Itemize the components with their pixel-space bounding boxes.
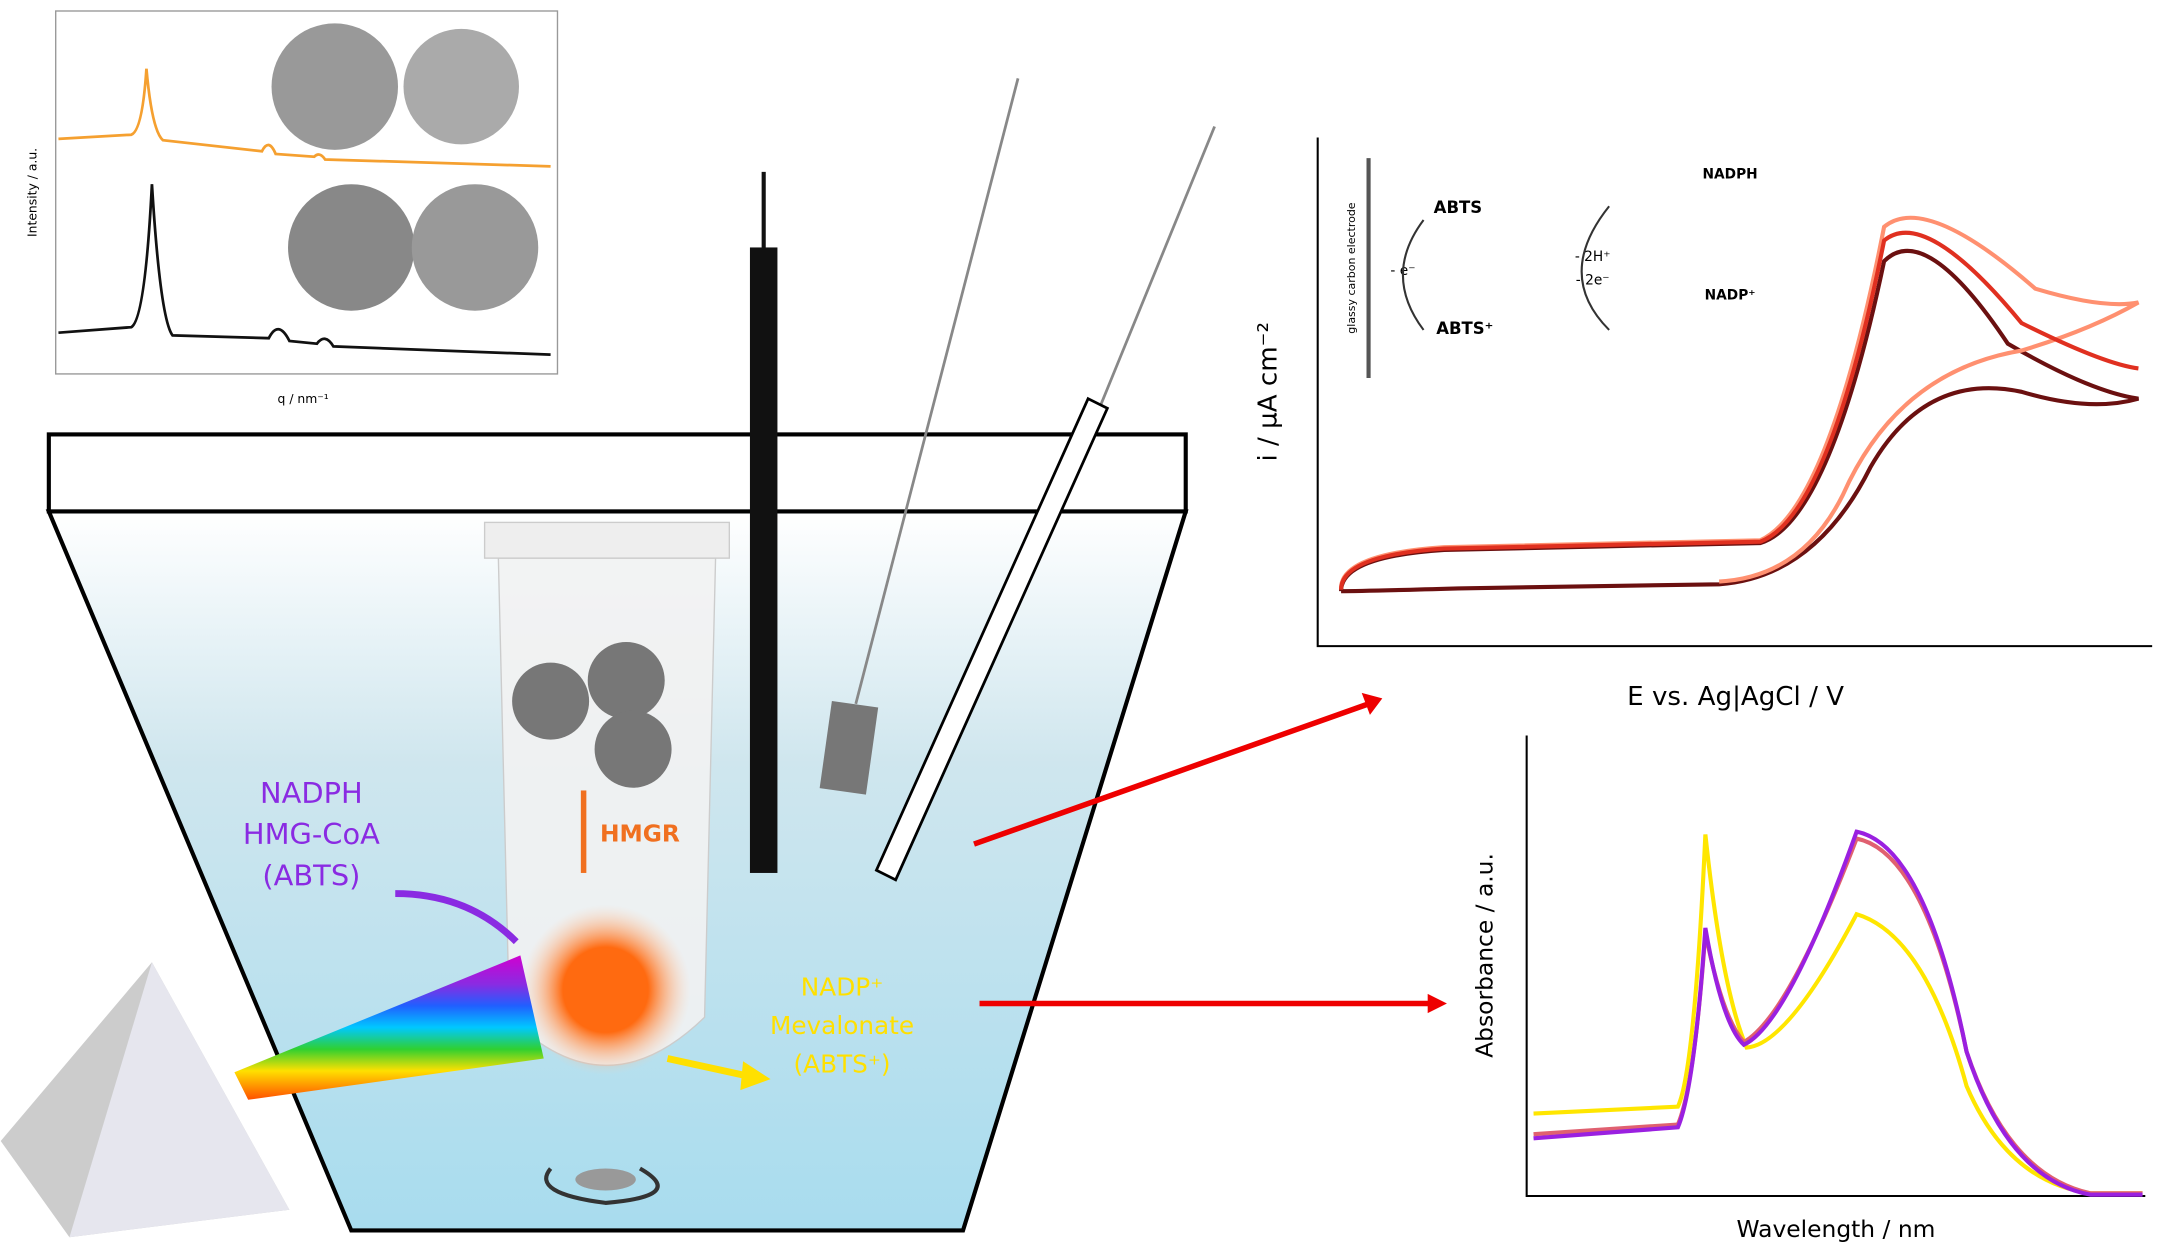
electrode-label: glassy carbon electrode <box>1345 202 1358 334</box>
uv-curve <box>1534 832 2143 1195</box>
x-axis-label: q / nm⁻¹ <box>278 392 329 406</box>
cv-panel: glassy carbon electrode ABTS ABTS⁺ - e⁻ … <box>1253 137 2152 712</box>
figure: Intensity / a.u. q / nm⁻¹ NADPH HMG-CoA … <box>0 0 2157 1251</box>
cv-curve <box>1341 218 2138 589</box>
x-axis-label: Wavelength / nm <box>1737 1215 1936 1243</box>
lid <box>49 434 1186 511</box>
saxs-panel: Intensity / a.u. q / nm⁻¹ <box>25 11 557 406</box>
arrow <box>581 790 586 872</box>
label: NADPH <box>260 776 363 810</box>
y-axis-label: Absorbance / a.u. <box>1470 853 1498 1058</box>
label: NADP⁺ <box>801 972 883 1001</box>
species: NADP⁺ <box>1705 288 1756 304</box>
particle-image <box>272 23 398 149</box>
particle-image <box>412 184 538 310</box>
y-axis-label: i / µA cm⁻² <box>1253 322 1283 461</box>
enzyme-label: HMGR <box>600 819 680 847</box>
x-axis-label: E vs. Ag|AgCl / V <box>1627 682 1844 712</box>
species: ABTS⁺ <box>1436 319 1493 338</box>
y-axis-label: Intensity / a.u. <box>25 148 39 237</box>
label: HMG-CoA <box>243 817 380 851</box>
uv-panel: Absorbance / a.u. Wavelength / nm <box>1470 735 2145 1243</box>
wire <box>1100 126 1214 405</box>
species: ABTS <box>1434 198 1482 217</box>
label: - 2H⁺ <box>1575 249 1611 265</box>
particle-image <box>404 29 519 144</box>
particle-image <box>288 184 414 310</box>
uv-curve <box>1534 839 2143 1194</box>
inputs: NADPH HMG-CoA (ABTS) <box>243 776 380 892</box>
active-nanorods <box>520 905 690 1075</box>
label: (ABTS⁺) <box>794 1049 891 1078</box>
arrow-head <box>1428 994 1447 1013</box>
label: Mevalonate <box>770 1011 914 1040</box>
species: NADPH <box>1703 167 1758 183</box>
cv-curve <box>1341 233 2138 590</box>
tube-cap <box>485 522 730 558</box>
reaction-arrows <box>1403 206 1609 330</box>
stir-bar <box>575 1169 635 1191</box>
label: (ABTS) <box>262 858 360 892</box>
electrode <box>750 247 777 873</box>
